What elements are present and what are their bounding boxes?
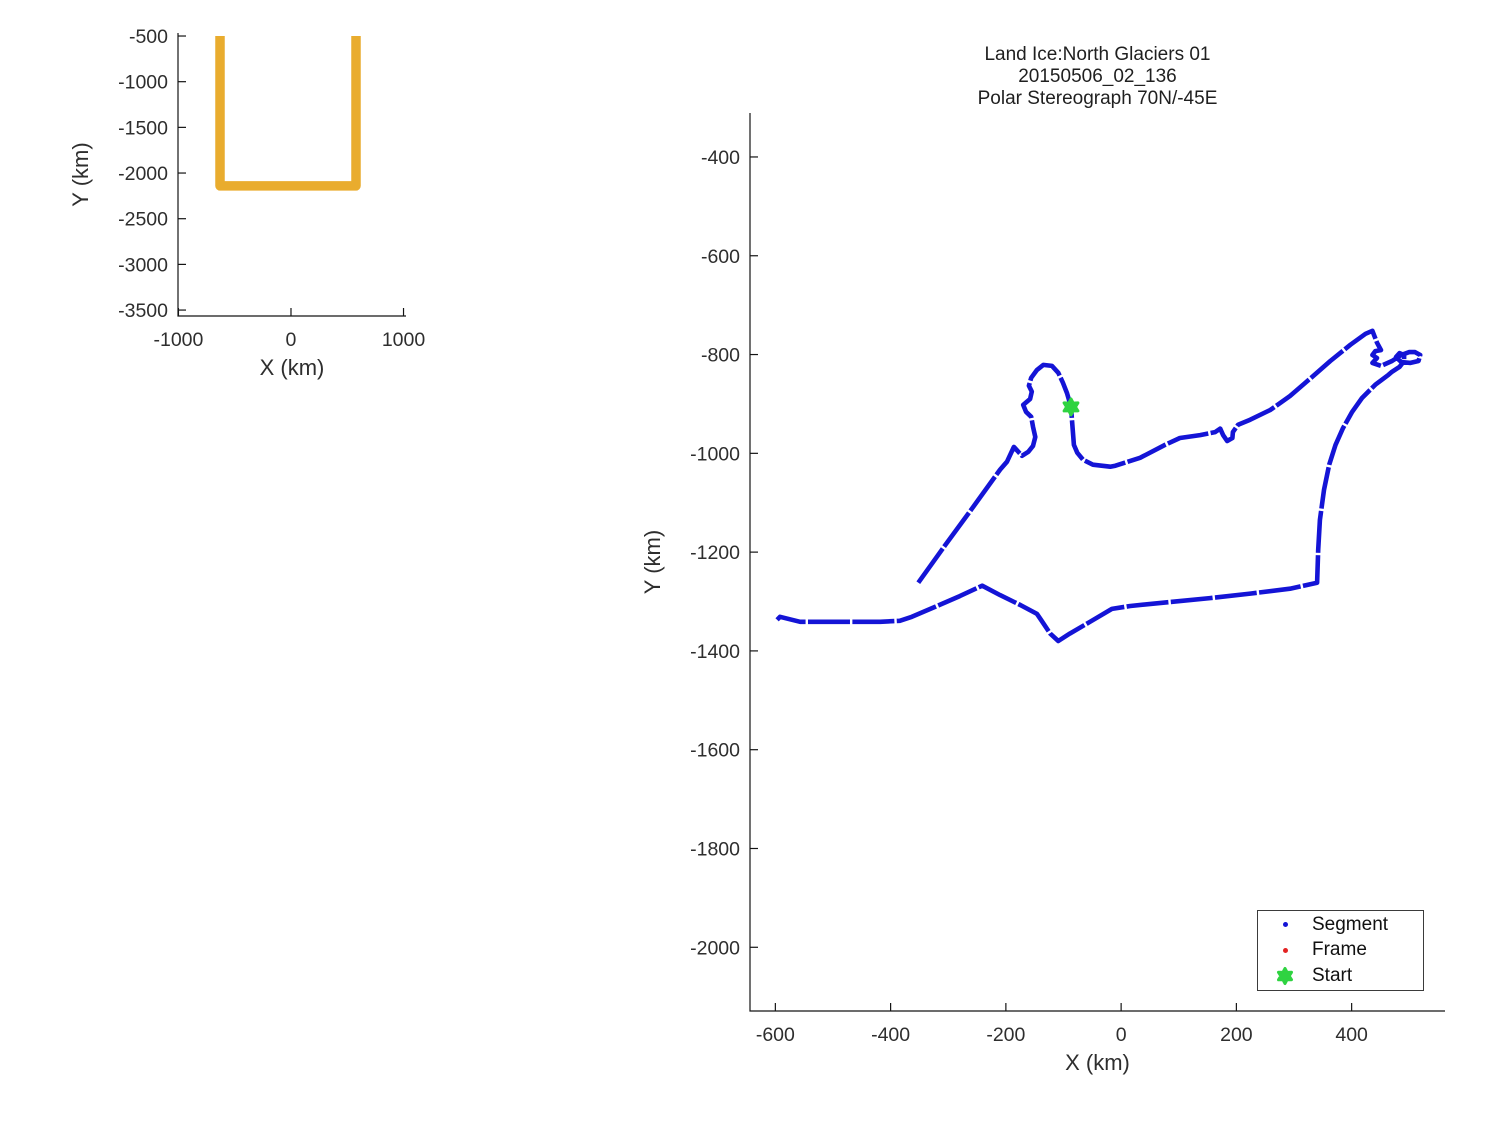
y-tick-label: -800 xyxy=(701,345,740,367)
title-line-3: Polar Stereograph 70N/-45E xyxy=(977,88,1218,109)
y-tick-label: -1000 xyxy=(118,72,168,94)
start-star-icon xyxy=(1258,966,1312,986)
segment-dot-icon xyxy=(1258,922,1312,928)
y-tick-label: -2000 xyxy=(118,163,168,185)
y-tick-label: -2500 xyxy=(118,209,168,231)
x-tick-label: 0 xyxy=(286,329,297,351)
x-tick-label: 400 xyxy=(1335,1024,1368,1046)
axis-spines xyxy=(749,113,1445,1012)
y-axis-label: Y (km) xyxy=(68,142,93,206)
x-axis-label: X (km) xyxy=(260,355,325,380)
region-outline-path xyxy=(215,36,361,191)
x-tick-label: -600 xyxy=(756,1024,795,1046)
y-tick-label: -400 xyxy=(701,147,740,169)
legend-label-start: Start xyxy=(1312,965,1353,987)
title-line-1: Land Ice:North Glaciers 01 xyxy=(984,44,1211,65)
legend-label-segment: Segment xyxy=(1312,913,1389,935)
title-line-2: 20150506_02_136 xyxy=(1018,66,1177,87)
start-marker xyxy=(1062,397,1080,417)
y-tick-label: -1400 xyxy=(690,641,740,663)
x-tick-label: 200 xyxy=(1220,1024,1253,1046)
segment-path xyxy=(775,328,1423,644)
y-tick-label: -1600 xyxy=(690,740,740,762)
axis-spines xyxy=(177,33,406,317)
y-tick-label: -2000 xyxy=(690,937,740,959)
y-tick-label: -1500 xyxy=(118,117,168,139)
legend-row-start: Start xyxy=(1258,964,1423,989)
legend-label-frame: Frame xyxy=(1312,939,1367,961)
y-tick-label: -1200 xyxy=(690,542,740,564)
start-star-glyph xyxy=(1277,967,1293,986)
legend-row-segment: Segment xyxy=(1258,912,1423,937)
legend-row-frame: Frame xyxy=(1258,938,1423,963)
y-axis-label: Y (km) xyxy=(640,530,665,594)
x-axis-label: X (km) xyxy=(1065,1050,1130,1075)
frame-dot-icon xyxy=(1258,947,1312,953)
x-tick-label: 1000 xyxy=(382,329,426,351)
x-tick-label: 0 xyxy=(1116,1024,1127,1046)
plot-title: Land Ice:North Glaciers 01 20150506_02_1… xyxy=(750,44,1445,110)
y-tick-label: -1000 xyxy=(690,443,740,465)
y-tick-label: -3500 xyxy=(118,300,168,322)
y-tick-label: -600 xyxy=(701,246,740,268)
y-tick-label: -500 xyxy=(129,26,168,48)
legend: Segment Frame Start xyxy=(1257,910,1424,991)
x-tick-label: -200 xyxy=(986,1024,1025,1046)
y-tick-label: -3000 xyxy=(118,254,168,276)
coverage-overview-plot: -1000 0 1000 -500 -1000 -1500 -2000 -2500 -3000 -… xyxy=(68,26,425,380)
flight-trajectory-plot: -600 -400 -200 0 200 400-400-600-800-1000-120… xyxy=(640,113,1445,1075)
y-tick-label: -1800 xyxy=(690,838,740,860)
x-tick-label: -400 xyxy=(871,1024,910,1046)
x-tick-label: -1000 xyxy=(154,329,204,351)
